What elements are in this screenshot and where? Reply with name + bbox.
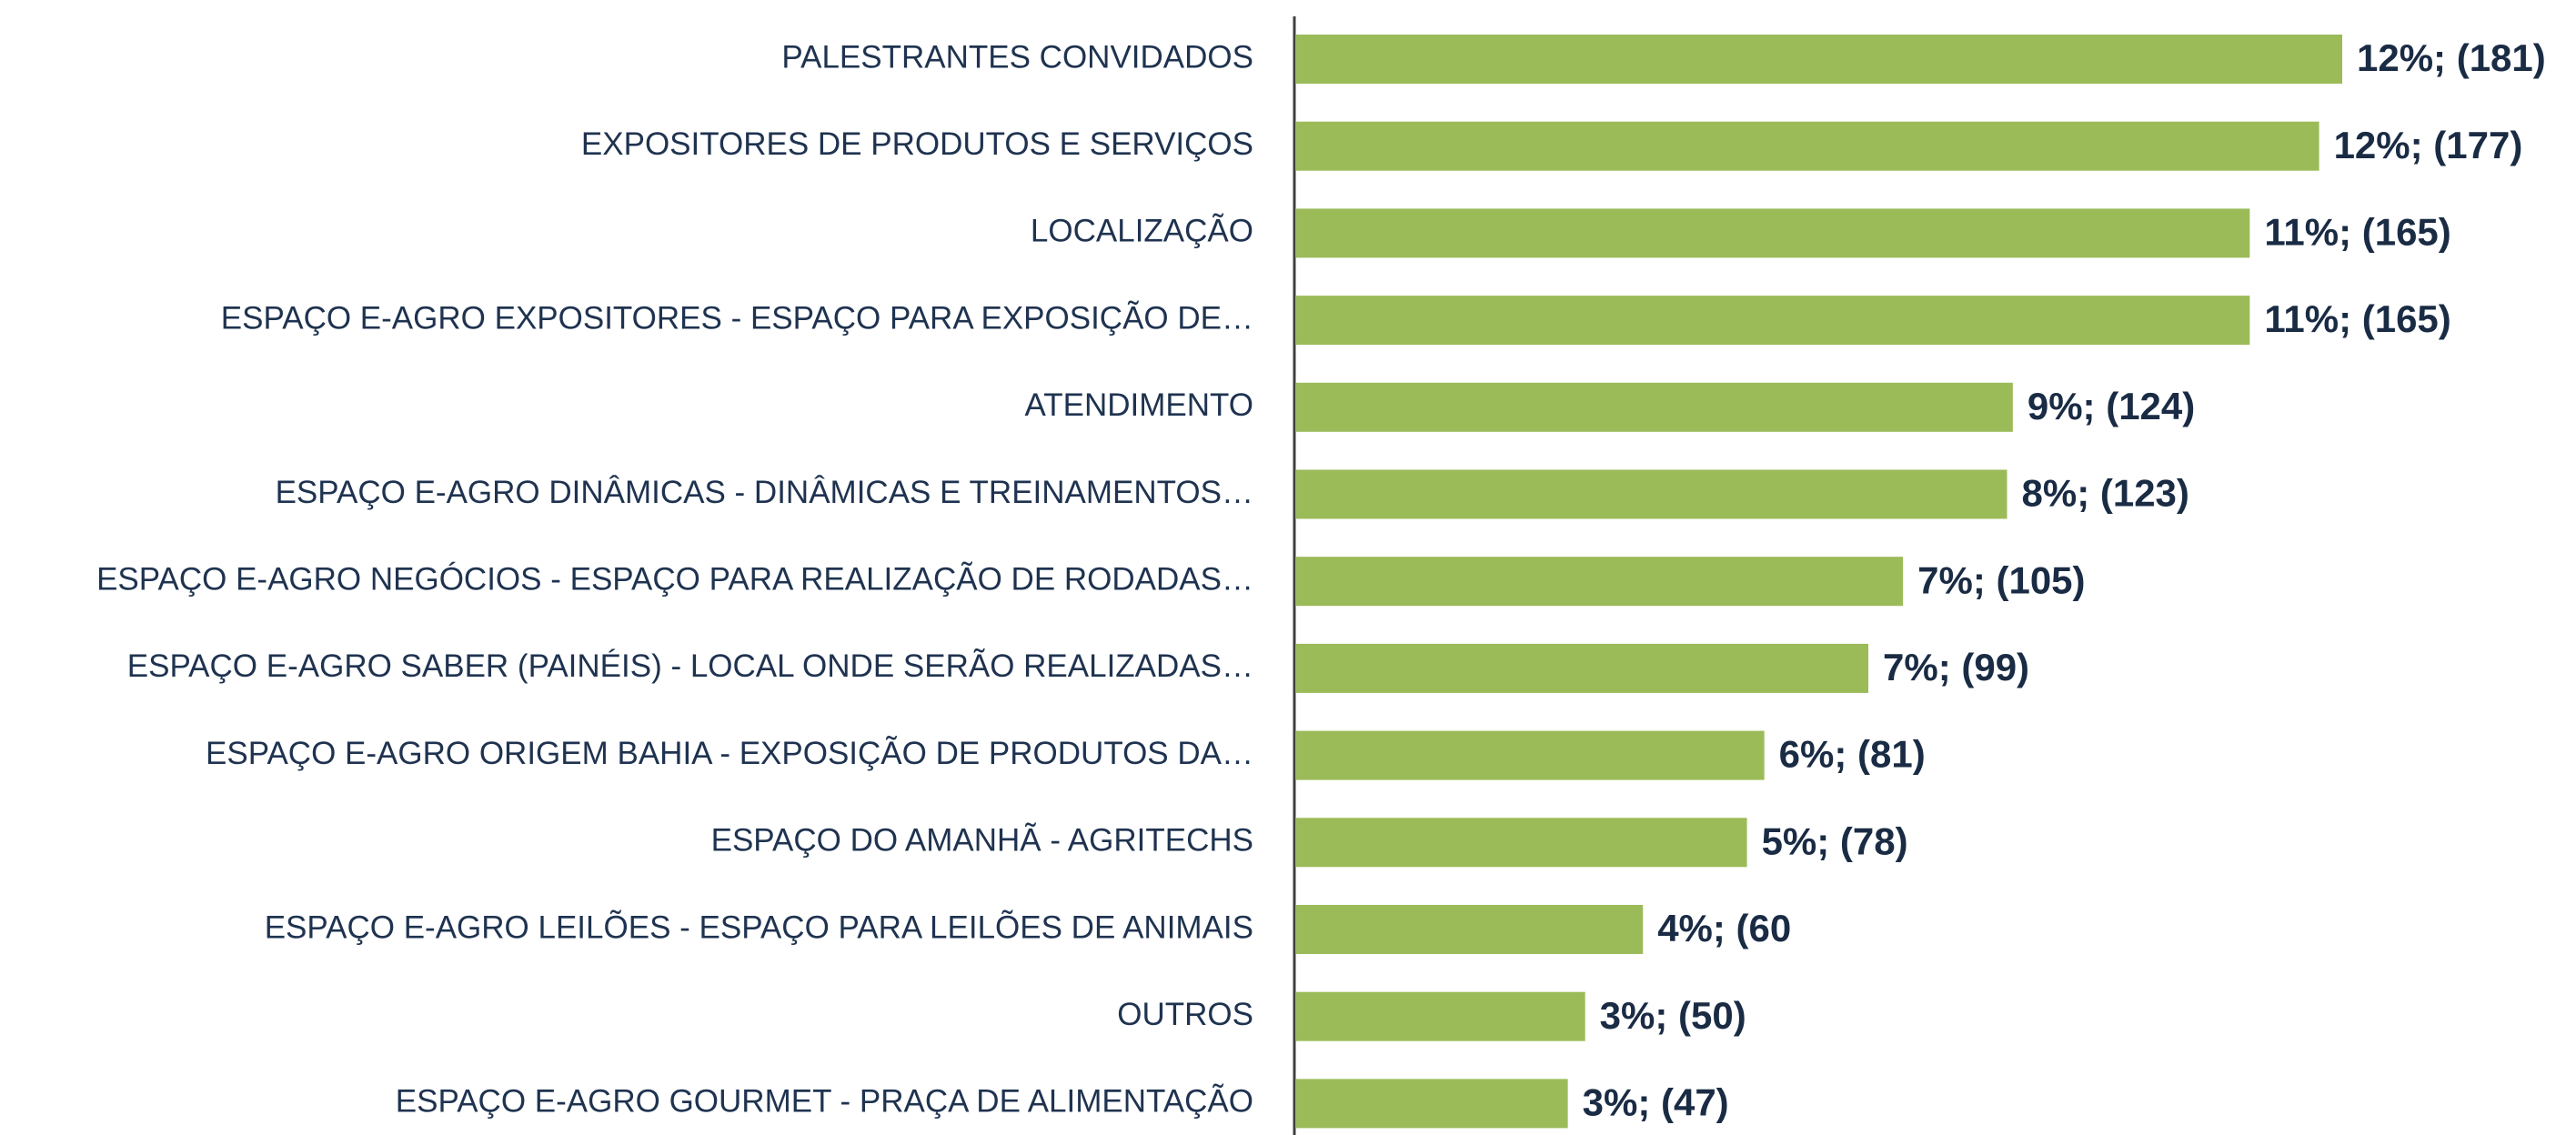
bar [1296,643,1869,693]
bar [1296,730,1765,780]
bar [1296,296,2250,346]
value-label: 5%; (78) [1762,819,1908,862]
category-label: ESPAÇO E-AGRO ORIGEM BAHIA - EXPOSIÇÃO D… [206,736,1253,771]
bar [1296,208,2250,258]
value-label: 7%; (99) [1883,646,2029,688]
value-label: 3%; (47) [1583,1080,1729,1123]
value-label: 3%; (50) [1600,994,1746,1037]
bar [1296,905,1644,954]
value-label: 9%; (124) [2028,385,2195,427]
category-label: PALESTRANTES CONVIDADOS [781,39,1253,75]
category-label: ESPAÇO E-AGRO GOURMET - PRAÇA DE ALIMENT… [396,1084,1253,1120]
bar [1296,818,1747,868]
bar [1296,1079,1568,1129]
bar [1296,557,1904,607]
bar [1296,382,2013,432]
category-label: ESPAÇO E-AGRO EXPOSITORES - ESPAÇO PARA … [221,300,1253,336]
value-label: 7%; (105) [1917,558,2085,601]
value-label: 12%; (181) [2357,36,2546,79]
value-label: 11%; (165) [2264,210,2450,253]
category-label: ESPAÇO DO AMANHÃ - AGRITECHS [711,823,1253,859]
category-label: LOCALIZAÇÃO [1031,214,1253,249]
bar [1296,35,2342,84]
category-label: ESPAÇO E-AGRO SABER (PAINÉIS) - LOCAL ON… [127,648,1253,684]
category-label: EXPOSITORES DE PRODUTOS E SERVIÇOS [581,126,1253,162]
bar [1296,991,1585,1041]
category-label: ATENDIMENTO [1025,387,1254,423]
category-label: ESPAÇO E-AGRO DINÂMICAS - DINÂMICAS E TR… [276,475,1253,510]
bar [1296,121,2319,171]
category-label: OUTROS [1117,997,1253,1032]
category-label: ESPAÇO E-AGRO LEILÕES - ESPAÇO PARA LEIL… [265,909,1253,945]
category-label: ESPAÇO E-AGRO NEGÓCIOS - ESPAÇO PARA REA… [96,561,1253,597]
bar [1296,469,2007,519]
value-label: 4%; (60 [1657,907,1791,949]
value-label: 6%; (81) [1779,733,1926,776]
value-label: 12%; (177) [2334,124,2523,166]
value-label: 8%; (123) [2021,472,2189,515]
value-label: 11%; (165) [2264,297,2450,340]
